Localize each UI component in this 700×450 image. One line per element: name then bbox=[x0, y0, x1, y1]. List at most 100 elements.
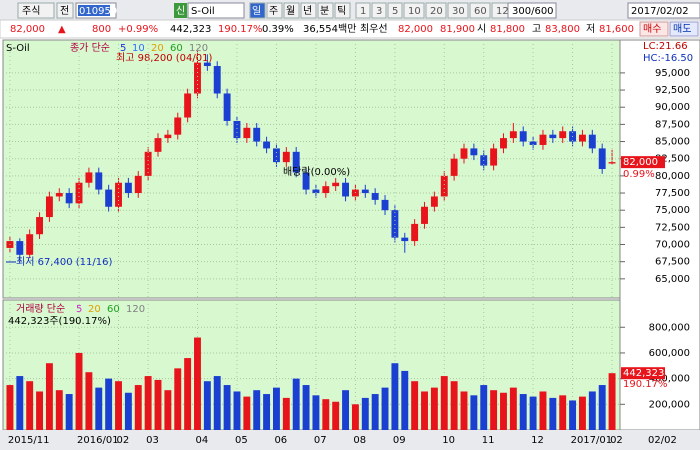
buy-button[interactable] bbox=[639, 21, 669, 37]
period-button[interactable] bbox=[317, 2, 334, 19]
market-select[interactable] bbox=[17, 2, 55, 19]
lc-label: LC:21.66 bbox=[643, 41, 688, 52]
candle-body bbox=[351, 189, 359, 197]
candle-body bbox=[282, 151, 290, 163]
candle-body bbox=[233, 120, 241, 139]
count-field[interactable] bbox=[507, 2, 557, 19]
change: 800 bbox=[92, 24, 111, 35]
volume-bar bbox=[272, 387, 280, 430]
candle-body bbox=[272, 148, 280, 163]
price: 82,000 bbox=[10, 24, 45, 35]
candle-body bbox=[559, 131, 567, 139]
candle-body bbox=[95, 172, 103, 190]
candle-body bbox=[36, 217, 44, 235]
candle-body bbox=[519, 131, 527, 142]
candle-body bbox=[529, 141, 537, 145]
volume-bar bbox=[292, 378, 300, 430]
volume-bar bbox=[302, 385, 310, 430]
interval: 60 bbox=[474, 6, 487, 17]
volume-bar bbox=[194, 337, 201, 430]
volume-bar bbox=[450, 381, 458, 430]
open-label: 시 bbox=[477, 23, 486, 35]
interval-button[interactable] bbox=[355, 2, 371, 19]
candle-body bbox=[263, 141, 271, 149]
candle-body bbox=[105, 189, 113, 207]
ask: 82,000 bbox=[398, 24, 433, 35]
interval-button[interactable] bbox=[371, 2, 387, 19]
period: 년 bbox=[303, 5, 312, 17]
y-tick-label: 75,000 bbox=[655, 205, 690, 216]
candle-body bbox=[65, 193, 73, 204]
candle-body bbox=[470, 148, 478, 156]
chart-title: S-Oil bbox=[6, 43, 30, 54]
volume-bar bbox=[144, 376, 152, 430]
interval: 3 bbox=[376, 6, 382, 17]
volume-bar bbox=[539, 391, 547, 430]
name-field[interactable] bbox=[187, 2, 245, 19]
volume-ratio: 190.17% bbox=[218, 24, 263, 35]
volume-bar bbox=[588, 391, 596, 430]
date-field[interactable] bbox=[627, 2, 700, 19]
interval: 10 bbox=[408, 6, 421, 17]
corner-date: 02/02 bbox=[648, 435, 677, 446]
candle-body bbox=[361, 189, 369, 194]
period: 주 bbox=[269, 6, 278, 17]
period-button[interactable] bbox=[283, 2, 300, 19]
low-label: 저 bbox=[586, 23, 595, 35]
y-tick-label: 87,500 bbox=[655, 119, 690, 130]
volume-title: 거래량 단순 bbox=[16, 303, 65, 315]
volume-bar bbox=[253, 390, 261, 430]
interval: 1 bbox=[360, 6, 366, 17]
period-button[interactable] bbox=[300, 2, 317, 19]
x-tick-label: 07 bbox=[314, 435, 327, 446]
x-tick-label: 2017/01 bbox=[571, 435, 613, 446]
volume-bar bbox=[164, 390, 172, 430]
candle-body bbox=[115, 182, 122, 207]
volume-bar bbox=[342, 390, 350, 430]
last-price-box bbox=[621, 156, 665, 169]
x-tick-label: 02 bbox=[117, 435, 130, 446]
volume-bar bbox=[569, 400, 577, 430]
y-tick-label: 92,500 bbox=[655, 85, 690, 96]
prev: 전 bbox=[60, 5, 69, 17]
period: 틱 bbox=[337, 5, 346, 17]
sell-button[interactable] bbox=[669, 21, 699, 37]
prev-button[interactable] bbox=[56, 2, 74, 19]
volume-bar bbox=[174, 368, 182, 430]
candle-body bbox=[440, 175, 448, 197]
candle-body bbox=[55, 193, 63, 197]
legend-entry: 5 bbox=[120, 43, 126, 54]
candle-body bbox=[578, 134, 586, 142]
count: 300/600 bbox=[512, 6, 554, 17]
interval-button[interactable] bbox=[425, 2, 447, 19]
interval-button[interactable] bbox=[469, 2, 491, 19]
volume-bar bbox=[430, 387, 438, 430]
interval-button[interactable] bbox=[403, 2, 425, 19]
code: 010950 bbox=[79, 6, 117, 17]
candle-body bbox=[302, 172, 310, 190]
period-button[interactable] bbox=[249, 2, 266, 19]
period: 일 bbox=[252, 5, 261, 17]
candle-body bbox=[243, 127, 251, 139]
volume-bar bbox=[500, 392, 507, 430]
volume-bar bbox=[312, 395, 320, 430]
volume-bar bbox=[549, 397, 557, 430]
interval: 5 bbox=[392, 6, 398, 17]
period-button[interactable] bbox=[266, 2, 283, 19]
volume-bar bbox=[243, 396, 251, 430]
high-label: 고 bbox=[532, 24, 541, 35]
interval-button[interactable] bbox=[387, 2, 403, 19]
candle-body bbox=[500, 138, 507, 149]
volume-bar bbox=[322, 399, 330, 430]
volume-bar bbox=[411, 381, 419, 430]
period-button[interactable] bbox=[334, 2, 351, 19]
volume-bar bbox=[85, 372, 93, 430]
best-label: 최우선 bbox=[360, 23, 388, 35]
interval-button[interactable] bbox=[447, 2, 469, 19]
buy: 매수 bbox=[643, 23, 661, 35]
volume-bar bbox=[509, 387, 517, 430]
volume-bar bbox=[608, 373, 616, 430]
new-badge-box bbox=[174, 3, 187, 18]
legend-entry: 5 bbox=[76, 304, 82, 315]
new-badge: 신 bbox=[176, 5, 185, 17]
